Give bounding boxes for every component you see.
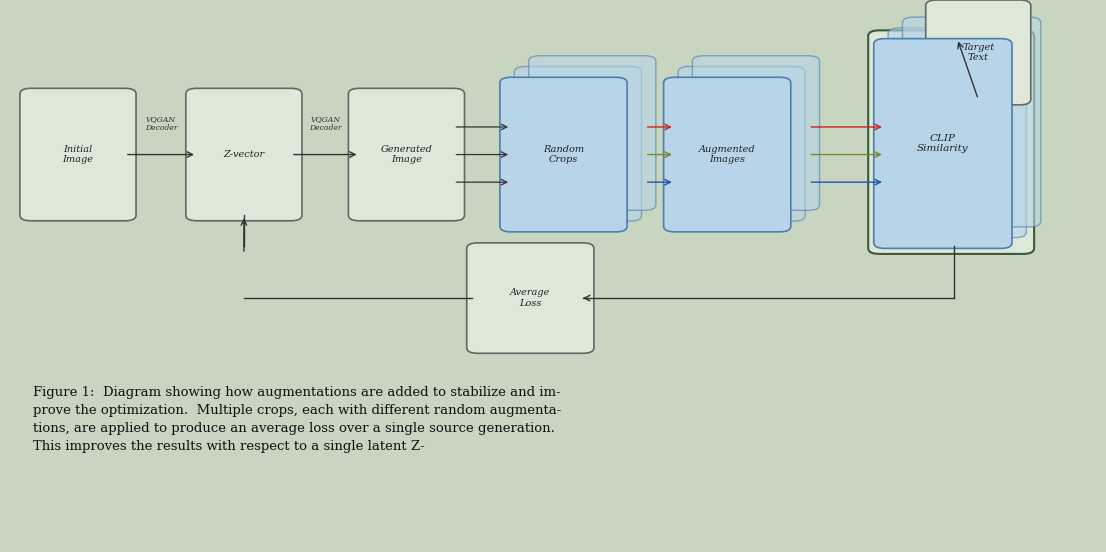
FancyBboxPatch shape	[20, 88, 136, 221]
FancyBboxPatch shape	[692, 56, 820, 210]
Text: Random
Crops: Random Crops	[543, 145, 584, 164]
FancyBboxPatch shape	[678, 67, 805, 221]
FancyBboxPatch shape	[514, 67, 641, 221]
Text: Average
Loss: Average Loss	[510, 288, 551, 308]
FancyBboxPatch shape	[529, 56, 656, 210]
Text: Generated
Image: Generated Image	[380, 145, 432, 164]
Text: VQGAN
Decoder: VQGAN Decoder	[309, 115, 342, 132]
Text: VQGAN
Decoder: VQGAN Decoder	[145, 115, 177, 132]
FancyBboxPatch shape	[500, 77, 627, 232]
Text: Initial
Image: Initial Image	[62, 145, 94, 164]
FancyBboxPatch shape	[902, 17, 1041, 227]
FancyBboxPatch shape	[926, 0, 1031, 105]
FancyBboxPatch shape	[888, 28, 1026, 237]
Text: Augmented
Images: Augmented Images	[699, 145, 755, 164]
FancyBboxPatch shape	[664, 77, 791, 232]
Text: Z-vector: Z-vector	[223, 150, 264, 159]
FancyBboxPatch shape	[874, 39, 1012, 248]
Text: CLIP
Similarity: CLIP Similarity	[917, 134, 969, 153]
FancyBboxPatch shape	[348, 88, 465, 221]
FancyBboxPatch shape	[186, 88, 302, 221]
Text: Target
Text: Target Text	[962, 43, 994, 62]
FancyBboxPatch shape	[868, 30, 1034, 254]
FancyBboxPatch shape	[467, 243, 594, 353]
Text: Figure 1:  Diagram showing how augmentations are added to stabilize and im-
prov: Figure 1: Diagram showing how augmentati…	[33, 386, 562, 453]
